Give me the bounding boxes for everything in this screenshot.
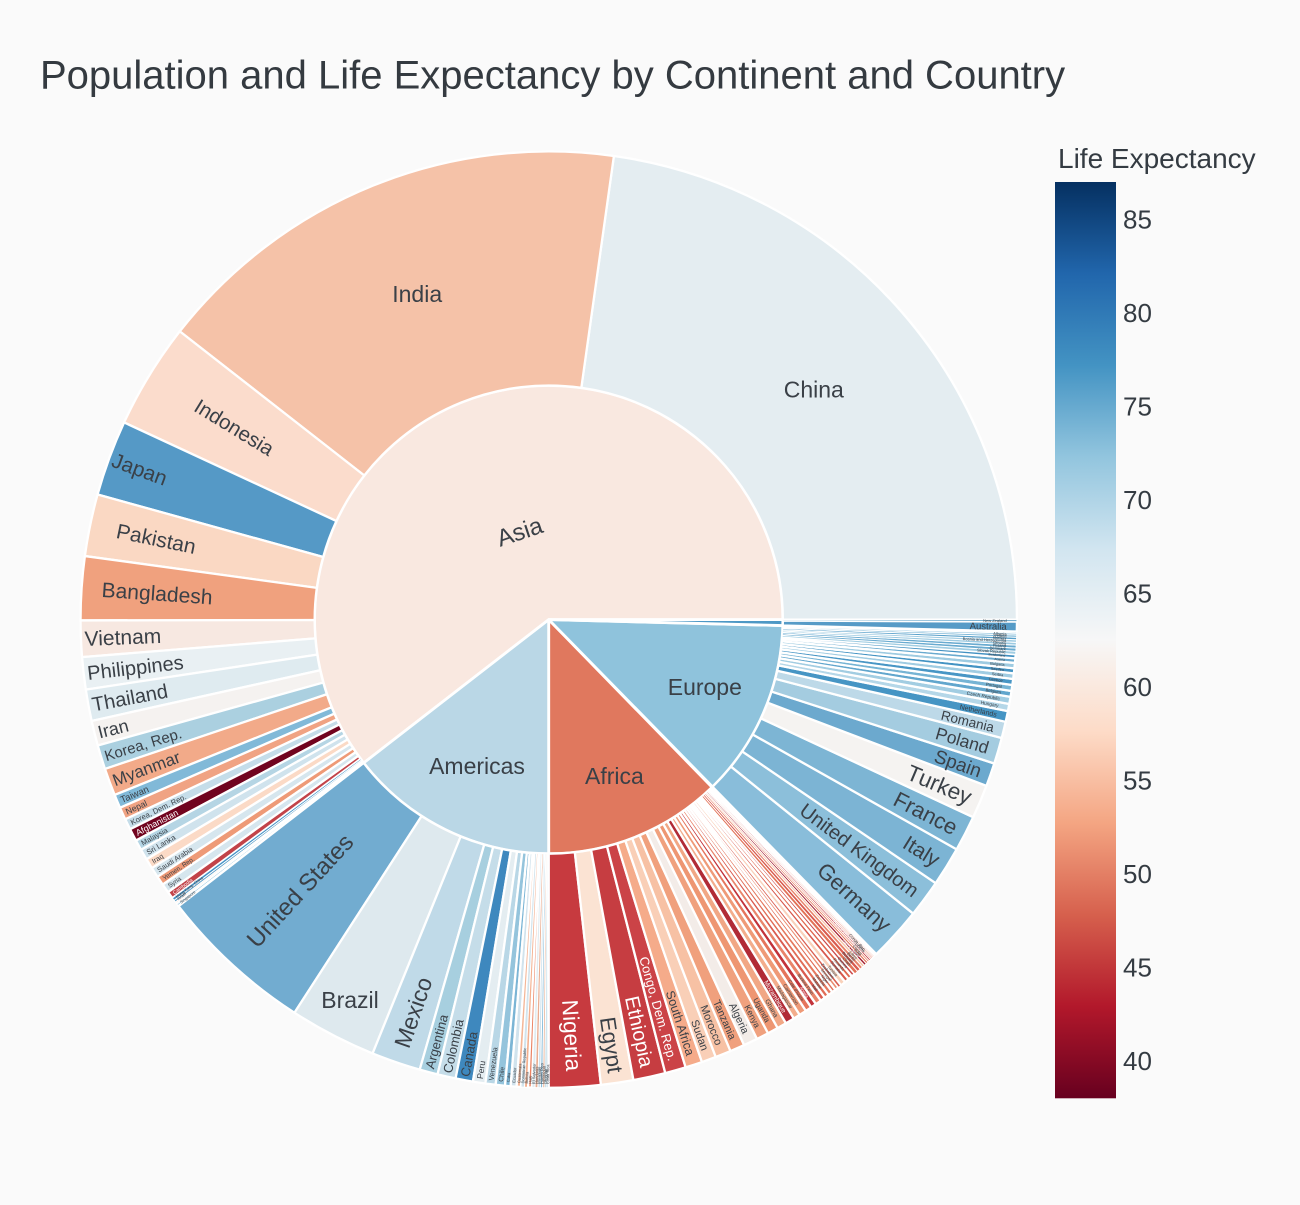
- svg-text:Life Expectancy: Life Expectancy: [1058, 143, 1256, 174]
- svg-text:Togo: Togo: [853, 947, 863, 957]
- svg-text:Denmark: Denmark: [989, 645, 1006, 651]
- svg-text:Austria: Austria: [994, 657, 1005, 662]
- svg-text:Americas: Americas: [429, 753, 525, 779]
- svg-text:Benin: Benin: [846, 951, 857, 962]
- svg-text:Europe: Europe: [668, 674, 742, 700]
- svg-text:Chile: Chile: [498, 1066, 507, 1082]
- svg-text:Australia: Australia: [970, 621, 1008, 633]
- svg-text:Population and Life Expectancy: Population and Life Expectancy by Contin…: [40, 54, 1065, 98]
- svg-text:Angola: Angola: [799, 986, 811, 1000]
- svg-text:Belgium: Belgium: [985, 687, 1002, 694]
- svg-text:Puerto Rico: Puerto Rico: [539, 1062, 544, 1084]
- svg-text:Bulgaria: Bulgaria: [990, 661, 1006, 667]
- svg-text:Nigeria: Nigeria: [557, 999, 586, 1072]
- svg-text:75: 75: [1123, 392, 1152, 422]
- svg-text:Hungary: Hungary: [980, 700, 1000, 709]
- svg-text:Norway: Norway: [993, 635, 1007, 641]
- svg-text:40: 40: [1123, 1046, 1152, 1076]
- svg-text:Mali: Mali: [811, 983, 819, 992]
- svg-text:Costa Rica: Costa Rica: [545, 1064, 550, 1084]
- svg-text:60: 60: [1123, 672, 1152, 702]
- svg-text:Uruguay: Uruguay: [543, 1069, 548, 1084]
- svg-text:Greece: Greece: [988, 676, 1003, 683]
- svg-text:Nicaragua: Nicaragua: [541, 1065, 546, 1084]
- svg-text:Peru: Peru: [475, 1060, 488, 1080]
- svg-text:80: 80: [1123, 298, 1152, 328]
- svg-text:Guatemala: Guatemala: [516, 1063, 522, 1084]
- svg-text:Africa: Africa: [585, 763, 644, 789]
- svg-text:Venezuela: Venezuela: [487, 1047, 500, 1081]
- svg-text:Brazil: Brazil: [321, 987, 379, 1013]
- svg-text:Paraguay: Paraguay: [537, 1067, 542, 1084]
- svg-text:El Salvador: El Salvador: [531, 1063, 537, 1084]
- svg-text:Portugal: Portugal: [986, 682, 1003, 689]
- svg-text:Albania: Albania: [993, 631, 1007, 636]
- svg-text:China: China: [784, 376, 844, 402]
- svg-text:65: 65: [1123, 579, 1152, 609]
- svg-text:Finland: Finland: [993, 643, 1006, 649]
- svg-text:55: 55: [1123, 766, 1152, 796]
- svg-text:Honduras: Honduras: [534, 1066, 539, 1083]
- svg-text:Czech Republic: Czech Republic: [966, 691, 1001, 703]
- svg-text:Croatia: Croatia: [993, 640, 1007, 646]
- svg-text:Israel: Israel: [176, 891, 187, 901]
- svg-text:50: 50: [1123, 859, 1152, 889]
- svg-text:Ecuador: Ecuador: [511, 1067, 517, 1083]
- svg-text:Sweden: Sweden: [991, 667, 1005, 672]
- svg-text:New Zealand: New Zealand: [983, 618, 1007, 623]
- svg-text:Bolivia: Bolivia: [524, 1071, 530, 1084]
- svg-text:70: 70: [1123, 485, 1152, 515]
- svg-text:Switzerland: Switzerland: [988, 652, 1005, 657]
- svg-text:Cuba: Cuba: [506, 1072, 512, 1083]
- svg-text:45: 45: [1123, 953, 1152, 983]
- svg-text:India: India: [392, 281, 442, 307]
- svg-text:Haiti: Haiti: [528, 1075, 533, 1083]
- svg-text:Vietnam: Vietnam: [84, 625, 162, 651]
- svg-text:85: 85: [1123, 205, 1152, 235]
- svg-text:Ireland: Ireland: [994, 633, 1006, 638]
- svg-text:Chad: Chad: [842, 956, 852, 966]
- svg-text:Dominican Republic: Dominican Republic: [520, 1048, 527, 1084]
- svg-text:Libya: Libya: [848, 950, 859, 961]
- svg-text:Malawi: Malawi: [811, 977, 822, 990]
- svg-text:Serbia: Serbia: [992, 671, 1005, 677]
- svg-text:Niger: Niger: [820, 974, 830, 985]
- svg-text:Bosnia and Herzegovina: Bosnia and Herzegovina: [963, 636, 1008, 643]
- svg-text:Slovak Republic: Slovak Republic: [977, 647, 1006, 654]
